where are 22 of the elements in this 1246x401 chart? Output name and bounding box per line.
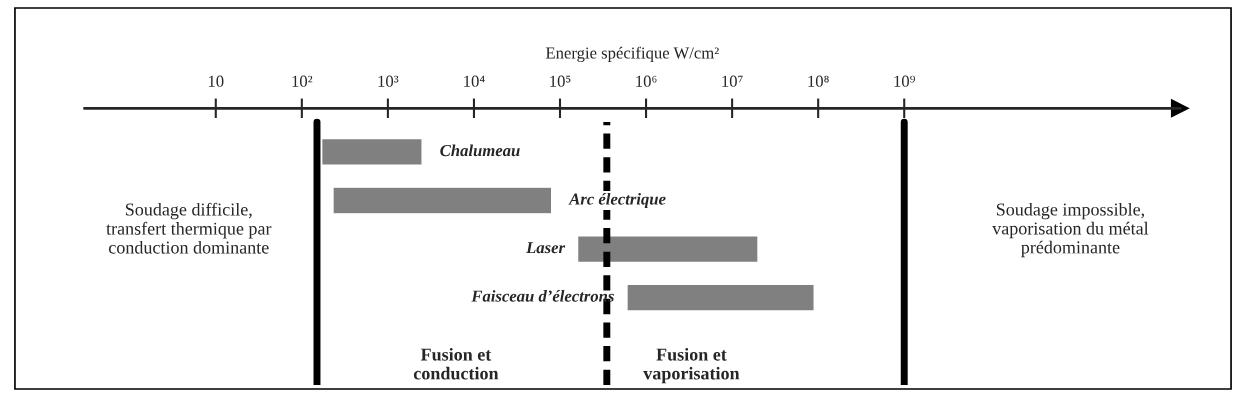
x-axis-title: Energie spécifique W/cm²	[545, 46, 719, 63]
y-tick-label: Chalumeau	[440, 144, 520, 157]
x-tick-label: 10²	[292, 75, 313, 87]
y-tick-label: Faisceau d’électrons	[471, 290, 614, 302]
x-tick-label: 10⁷	[722, 75, 743, 87]
annotation: Soudage difficile, transfert thermique par conduction dominante	[106, 202, 272, 254]
x-tick-label: 10⁵	[550, 75, 571, 87]
bar	[332, 186, 553, 215]
y-tick-label: Laser	[525, 242, 566, 254]
bar	[626, 283, 815, 312]
x-tick-label: 10⁹	[894, 75, 915, 87]
bar	[576, 234, 759, 264]
x-tick-label: 10	[208, 75, 224, 87]
x-tick-label: 10⁴	[464, 75, 485, 87]
x-tick-label: 10⁸	[808, 75, 829, 87]
annotation: Fusion et conduction	[413, 347, 499, 380]
bar	[320, 137, 423, 167]
annotation: Soudage impossible, vaporisation du métal prédominante	[992, 202, 1149, 258]
y-tick-label: Arc électrique	[568, 192, 666, 209]
x-tick-label: 10³	[378, 75, 399, 87]
annotation: Fusion et vaporisation	[643, 347, 740, 384]
x-tick-label: 10⁶	[636, 75, 657, 87]
